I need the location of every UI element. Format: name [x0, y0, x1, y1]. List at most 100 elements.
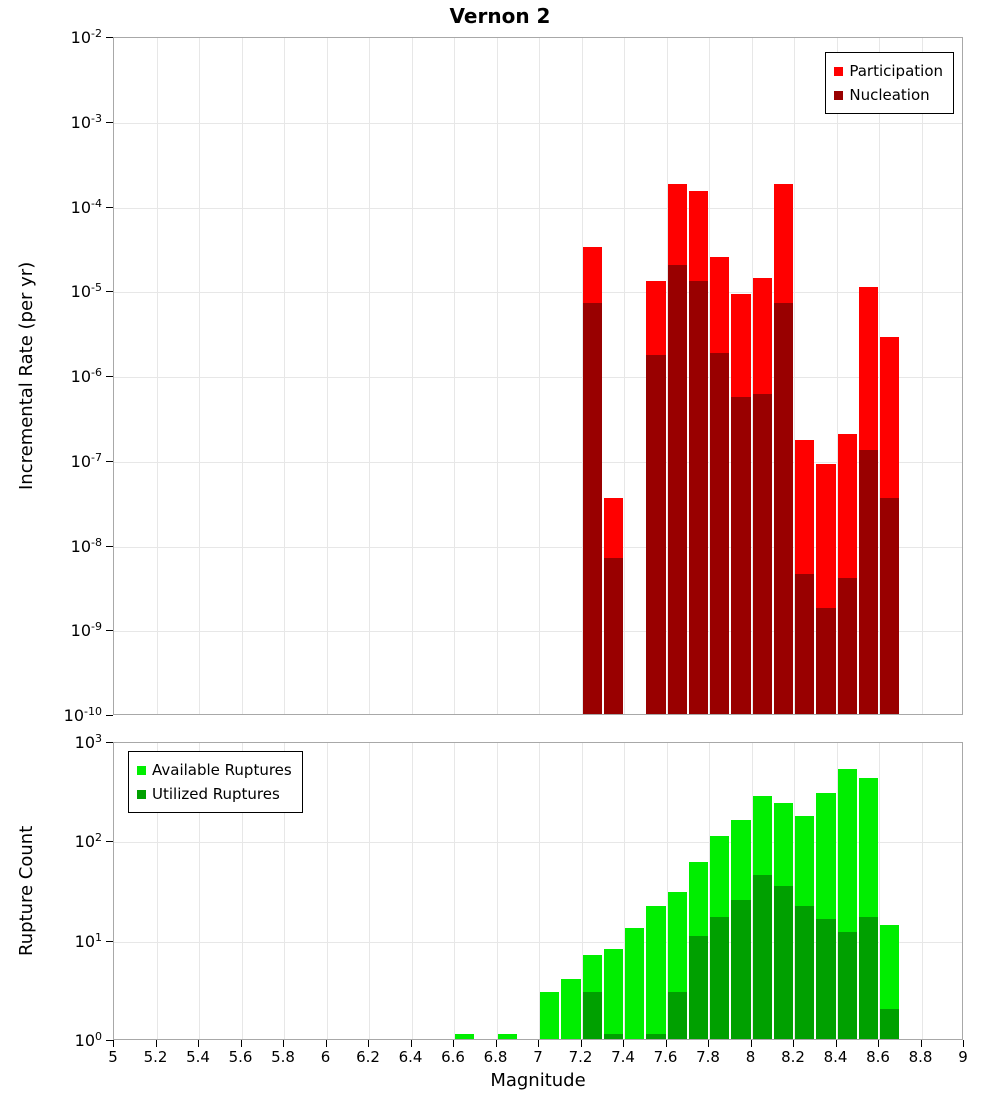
x-tick-label: 7.2: [568, 1048, 593, 1066]
y-tick-label: 10-5: [70, 281, 102, 302]
gridline: [369, 743, 370, 1039]
y-tick-label: 10-7: [70, 450, 102, 471]
utilized-ruptures-bar: [752, 874, 772, 1039]
x-tick-mark: [453, 1040, 454, 1047]
x-tick-mark: [538, 1040, 539, 1047]
gridline: [879, 38, 880, 714]
legend-item-utilized-ruptures: Utilized Ruptures: [137, 782, 292, 806]
x-tick-label: 7.4: [611, 1048, 635, 1066]
rupture-count-plot-area: Available Ruptures Utilized Ruptures: [113, 742, 963, 1040]
x-tick-label: 6.8: [483, 1048, 508, 1066]
gridline: [496, 38, 498, 714]
x-tick-mark: [665, 1040, 667, 1047]
utilized-ruptures-bar: [646, 1034, 666, 1039]
x-tick-label: 8: [745, 1048, 756, 1066]
gridline: [156, 743, 158, 1039]
nucleation-bar: [795, 573, 815, 714]
legend: Participation Nucleation: [825, 52, 954, 114]
x-tick-mark: [283, 1040, 284, 1047]
utilized-ruptures-bar: [858, 916, 878, 1039]
available-ruptures-bar: [625, 928, 645, 1039]
y-tick-label: 101: [74, 930, 102, 951]
x-tick-label: 7.6: [653, 1048, 678, 1066]
x-tick-label: 8.2: [781, 1048, 805, 1066]
gridline: [114, 842, 962, 844]
legend-swatch-icon: [137, 765, 146, 775]
nucleation-bar: [773, 303, 793, 714]
y-tick-mark: [106, 715, 113, 716]
gridline: [114, 631, 962, 633]
x-tick-label: 8.8: [908, 1048, 933, 1066]
y-tick-label: 102: [74, 831, 102, 852]
y-tick-mark: [106, 121, 113, 123]
y-tick-mark: [106, 37, 113, 38]
gridline: [836, 38, 838, 714]
nucleation-bar: [646, 355, 666, 714]
gridline: [411, 38, 413, 714]
nucleation-bar: [752, 393, 772, 714]
y-axis-label-rupture-count: Rupture Count: [16, 825, 37, 957]
gridline: [879, 743, 880, 1039]
gridline: [709, 743, 710, 1039]
legend-label: Available Ruptures: [152, 761, 292, 779]
x-tick-label: 6.2: [356, 1048, 380, 1066]
gridline: [624, 38, 625, 714]
x-tick-label: 7.8: [696, 1048, 720, 1066]
utilized-ruptures-bar: [795, 905, 815, 1039]
x-tick-label: 9: [958, 1048, 968, 1066]
y-tick-label: 10-2: [70, 26, 102, 48]
y-tick-mark: [106, 742, 113, 743]
gridline: [794, 743, 795, 1039]
gridline: [454, 743, 455, 1039]
nucleation-bar: [858, 450, 878, 714]
nucleation-bar: [688, 280, 708, 714]
y-tick-label: 10-3: [70, 111, 102, 132]
y-tick-mark: [106, 1040, 113, 1041]
gridline: [114, 941, 962, 943]
y-tick-mark: [106, 376, 113, 377]
gridline: [411, 743, 413, 1039]
utilized-ruptures-bar: [582, 991, 602, 1039]
legend-label: Participation: [849, 62, 943, 80]
x-tick-mark: [113, 1040, 114, 1047]
y-tick-mark: [106, 206, 113, 208]
x-tick-label: 8.6: [866, 1048, 890, 1066]
legend-swatch-icon: [834, 90, 844, 100]
gridline: [666, 38, 668, 714]
x-tick-label: 5.8: [271, 1048, 295, 1066]
y-tick-label: 100: [74, 1029, 102, 1051]
x-tick-mark: [495, 1040, 497, 1047]
gridline: [326, 743, 328, 1039]
x-tick-mark: [920, 1040, 922, 1047]
legend-item-participation: Participation: [834, 59, 943, 83]
y-tick-mark: [106, 291, 113, 293]
x-tick-mark: [240, 1040, 242, 1047]
legend: Available Ruptures Utilized Ruptures: [128, 751, 303, 813]
y-tick-label: 10-4: [70, 196, 102, 217]
y-axis-label-incremental-rate: Incremental Rate (per yr): [16, 261, 37, 491]
y-tick-label: 10-9: [70, 620, 102, 641]
y-tick-mark: [106, 460, 113, 462]
utilized-ruptures-bar: [880, 1009, 900, 1039]
x-tick-mark: [580, 1040, 582, 1047]
gridline: [921, 38, 923, 714]
gridline: [921, 743, 923, 1039]
nucleation-bar: [837, 578, 857, 714]
gridline: [709, 38, 710, 714]
x-tick-mark: [325, 1040, 327, 1047]
y-tick-mark: [106, 545, 113, 547]
y-tick-mark: [106, 940, 113, 942]
gridline: [836, 743, 838, 1039]
nucleation-bar: [582, 303, 602, 714]
gridline: [241, 38, 243, 714]
x-tick-mark: [878, 1040, 879, 1047]
x-tick-label: 5.6: [228, 1048, 253, 1066]
gridline: [114, 292, 962, 294]
y-tick-mark: [106, 630, 113, 632]
utilized-ruptures-bar: [603, 1034, 623, 1039]
gridline: [666, 743, 668, 1039]
legend-swatch-icon: [137, 789, 146, 799]
utilized-ruptures-bar: [667, 991, 687, 1039]
y-tick-label: 10-10: [63, 704, 102, 726]
